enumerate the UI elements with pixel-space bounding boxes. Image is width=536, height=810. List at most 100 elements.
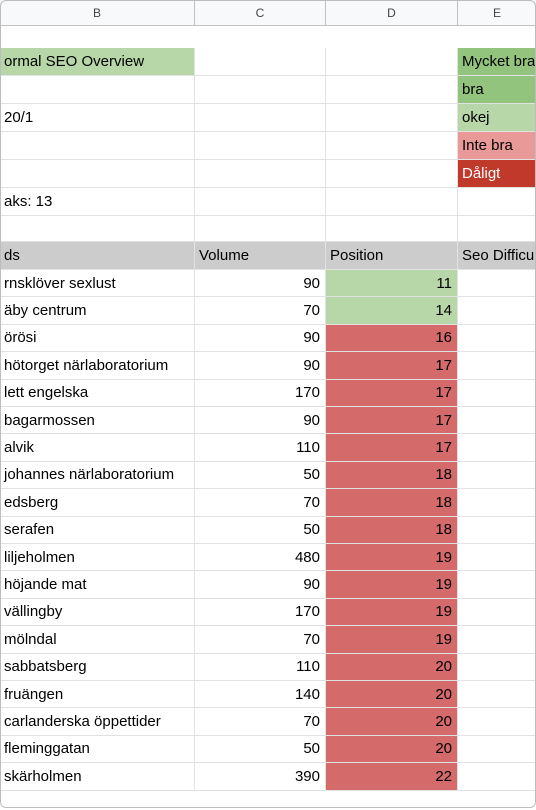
seo-difficulty-cell[interactable] bbox=[458, 270, 536, 298]
seo-difficulty-cell[interactable] bbox=[458, 407, 536, 435]
keyword-cell[interactable]: höjande mat bbox=[0, 571, 195, 599]
column-header-b[interactable]: B bbox=[0, 0, 195, 26]
empty-cell[interactable] bbox=[0, 76, 195, 104]
volume-cell[interactable]: 110 bbox=[195, 434, 326, 462]
empty-cell[interactable] bbox=[458, 216, 536, 242]
legend-daligt[interactable]: Dåligt bbox=[458, 160, 536, 188]
keyword-cell[interactable]: fleminggatan bbox=[0, 735, 195, 764]
keyword-cell[interactable]: carlanderska öppettider bbox=[0, 708, 195, 736]
seo-difficulty-cell[interactable] bbox=[458, 654, 536, 681]
position-cell[interactable]: 22 bbox=[326, 763, 458, 791]
legend-inte-bra[interactable]: Inte bra bbox=[458, 132, 536, 160]
keywords-header[interactable]: ds bbox=[0, 242, 195, 270]
position-cell[interactable]: 19 bbox=[326, 571, 458, 599]
empty-cell[interactable] bbox=[195, 76, 326, 104]
seo-difficulty-cell[interactable] bbox=[458, 380, 536, 407]
position-cell[interactable]: 17 bbox=[326, 434, 458, 462]
position-cell[interactable]: 20 bbox=[326, 708, 458, 736]
empty-cell[interactable] bbox=[326, 76, 458, 104]
volume-cell[interactable]: 170 bbox=[195, 598, 326, 627]
empty-cell[interactable] bbox=[326, 160, 458, 188]
seo-difficulty-cell[interactable] bbox=[458, 434, 536, 462]
empty-cell[interactable] bbox=[0, 160, 195, 188]
empty-cell[interactable] bbox=[195, 160, 326, 188]
empty-cell[interactable] bbox=[326, 132, 458, 160]
keyword-cell[interactable]: bagarmossen bbox=[0, 407, 195, 435]
empty-cell[interactable] bbox=[195, 132, 326, 160]
keyword-cell[interactable]: äby centrum bbox=[0, 297, 195, 325]
keyword-cell[interactable]: alvik bbox=[0, 434, 195, 462]
volume-cell[interactable]: 90 bbox=[195, 270, 326, 298]
seo-difficulty-cell[interactable] bbox=[458, 736, 536, 764]
keyword-cell[interactable]: liljeholmen bbox=[0, 544, 195, 572]
column-header-e[interactable]: E bbox=[458, 0, 536, 26]
legend-bra[interactable]: bra bbox=[458, 76, 536, 104]
volume-cell[interactable]: 390 bbox=[195, 763, 326, 791]
keyword-cell[interactable]: skärholmen bbox=[0, 763, 195, 791]
seo-difficulty-cell[interactable] bbox=[458, 681, 536, 709]
empty-cell[interactable] bbox=[0, 216, 195, 242]
volume-cell[interactable]: 70 bbox=[195, 489, 326, 517]
volume-cell[interactable]: 70 bbox=[195, 626, 326, 654]
keyword-cell[interactable]: edsberg bbox=[0, 489, 195, 517]
position-cell[interactable]: 14 bbox=[326, 297, 458, 325]
position-header[interactable]: Position bbox=[326, 242, 458, 270]
keyword-cell[interactable]: örösi bbox=[0, 324, 195, 353]
seo-difficulty-cell[interactable] bbox=[458, 763, 536, 791]
keyword-cell[interactable]: johannes närlaboratorium bbox=[0, 461, 195, 490]
volume-cell[interactable]: 170 bbox=[195, 379, 326, 407]
volume-cell[interactable]: 140 bbox=[195, 681, 326, 709]
position-cell[interactable]: 18 bbox=[326, 516, 458, 544]
volume-cell[interactable]: 90 bbox=[195, 324, 326, 353]
position-cell[interactable]: 20 bbox=[326, 653, 458, 681]
empty-cell[interactable] bbox=[326, 216, 458, 242]
seo-difficulty-header[interactable]: Seo Difficulty bbox=[458, 242, 536, 270]
seo-difficulty-cell[interactable] bbox=[458, 708, 536, 736]
seo-difficulty-cell[interactable] bbox=[458, 599, 536, 627]
seo-difficulty-cell[interactable] bbox=[458, 297, 536, 325]
legend-mycket-bra[interactable]: Mycket bra bbox=[458, 48, 536, 76]
empty-cell[interactable] bbox=[195, 48, 326, 76]
position-cell[interactable]: 16 bbox=[326, 324, 458, 353]
report-title-cell[interactable]: ormal SEO Overview bbox=[0, 48, 195, 76]
empty-cell[interactable] bbox=[458, 188, 536, 216]
keyword-cell[interactable]: mölndal bbox=[0, 626, 195, 654]
position-cell[interactable]: 17 bbox=[326, 352, 458, 380]
seo-difficulty-cell[interactable] bbox=[458, 352, 536, 380]
volume-cell[interactable]: 90 bbox=[195, 571, 326, 599]
keyword-cell[interactable]: sabbatsberg bbox=[0, 653, 195, 681]
volume-cell[interactable]: 50 bbox=[195, 461, 326, 490]
column-header-d[interactable]: D bbox=[326, 0, 458, 26]
empty-cell[interactable] bbox=[195, 216, 326, 242]
keyword-cell[interactable]: serafen bbox=[0, 516, 195, 544]
links-count-cell[interactable]: aks: 13 bbox=[0, 188, 195, 216]
empty-cell[interactable] bbox=[0, 132, 195, 160]
volume-cell[interactable]: 90 bbox=[195, 407, 326, 435]
empty-cell[interactable] bbox=[326, 188, 458, 216]
seo-difficulty-cell[interactable] bbox=[458, 462, 536, 490]
position-cell[interactable]: 11 bbox=[326, 270, 458, 298]
volume-header[interactable]: Volume bbox=[195, 242, 326, 270]
position-cell[interactable]: 18 bbox=[326, 461, 458, 490]
empty-cell[interactable] bbox=[326, 48, 458, 76]
seo-difficulty-cell[interactable] bbox=[458, 325, 536, 353]
volume-cell[interactable]: 70 bbox=[195, 297, 326, 325]
keyword-cell[interactable]: lett engelska bbox=[0, 379, 195, 407]
seo-difficulty-cell[interactable] bbox=[458, 544, 536, 572]
empty-cell[interactable] bbox=[195, 104, 326, 132]
position-cell[interactable]: 20 bbox=[326, 681, 458, 709]
volume-cell[interactable]: 50 bbox=[195, 516, 326, 544]
seo-difficulty-cell[interactable] bbox=[458, 626, 536, 654]
keyword-cell[interactable]: hötorget närlaboratorium bbox=[0, 352, 195, 380]
column-header-c[interactable]: C bbox=[195, 0, 326, 26]
report-date-cell[interactable]: 20/1 bbox=[0, 104, 195, 132]
seo-difficulty-cell[interactable] bbox=[458, 571, 536, 599]
volume-cell[interactable]: 70 bbox=[195, 708, 326, 736]
position-cell[interactable]: 19 bbox=[326, 626, 458, 654]
position-cell[interactable]: 19 bbox=[326, 544, 458, 572]
volume-cell[interactable]: 50 bbox=[195, 735, 326, 764]
keyword-cell[interactable]: vällingby bbox=[0, 598, 195, 627]
volume-cell[interactable]: 480 bbox=[195, 544, 326, 572]
position-cell[interactable]: 17 bbox=[326, 407, 458, 435]
legend-okej[interactable]: okej bbox=[458, 104, 536, 132]
